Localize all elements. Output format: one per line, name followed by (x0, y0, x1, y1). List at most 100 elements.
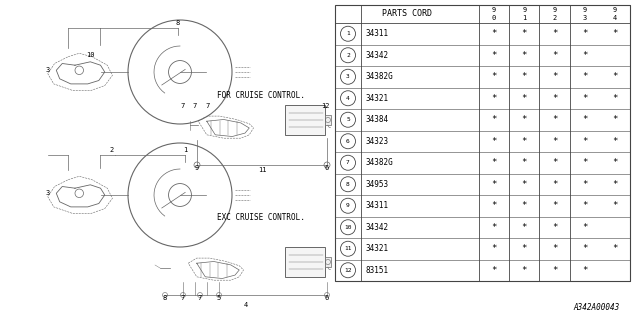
Text: 34311: 34311 (365, 29, 388, 38)
Text: *: * (582, 223, 588, 232)
Text: 1: 1 (183, 147, 187, 153)
Text: *: * (522, 115, 527, 124)
Text: 3: 3 (46, 67, 50, 73)
Text: *: * (492, 266, 497, 275)
Circle shape (198, 292, 202, 298)
Text: *: * (492, 223, 497, 232)
Text: *: * (582, 29, 588, 38)
Text: 6: 6 (346, 139, 350, 144)
Text: *: * (522, 29, 527, 38)
Text: *: * (582, 158, 588, 167)
Circle shape (216, 292, 221, 298)
Text: *: * (612, 201, 618, 210)
Text: *: * (492, 115, 497, 124)
Text: 10: 10 (344, 225, 352, 230)
Bar (285, 105, 325, 135)
Circle shape (340, 198, 355, 213)
Text: 6: 6 (325, 295, 329, 301)
Text: *: * (492, 72, 497, 81)
Text: *: * (552, 223, 557, 232)
Text: 34321: 34321 (365, 94, 388, 103)
Text: 8: 8 (346, 182, 350, 187)
Text: 9: 9 (346, 203, 350, 208)
Text: 4: 4 (244, 302, 248, 308)
Text: *: * (492, 51, 497, 60)
Text: 9: 9 (195, 165, 199, 171)
Text: *: * (552, 137, 557, 146)
Text: 34953: 34953 (365, 180, 388, 189)
Text: EXC CRUISE CONTROL.: EXC CRUISE CONTROL. (217, 213, 305, 222)
Text: *: * (552, 51, 557, 60)
Text: FOR CRUISE CONTROL.: FOR CRUISE CONTROL. (217, 91, 305, 100)
Text: *: * (552, 72, 557, 81)
Text: *: * (582, 115, 588, 124)
Text: *: * (582, 266, 588, 275)
Bar (325, 257, 330, 267)
Text: PARTS CORD: PARTS CORD (382, 10, 432, 19)
Circle shape (163, 292, 168, 298)
Text: *: * (582, 72, 588, 81)
Text: 9
4: 9 4 (612, 7, 617, 20)
Text: 1: 1 (346, 31, 350, 36)
Text: *: * (522, 94, 527, 103)
Text: *: * (582, 180, 588, 189)
Text: *: * (492, 244, 497, 253)
Circle shape (340, 26, 355, 41)
Text: 83151: 83151 (365, 266, 388, 275)
Bar (335, 5, 630, 281)
Text: *: * (552, 29, 557, 38)
Text: *: * (582, 201, 588, 210)
Circle shape (340, 220, 355, 235)
Text: 34342: 34342 (365, 223, 388, 232)
Text: *: * (612, 137, 618, 146)
Text: 34384: 34384 (365, 115, 388, 124)
Circle shape (340, 48, 355, 63)
Text: 7: 7 (198, 295, 202, 301)
Text: *: * (612, 72, 618, 81)
Text: 34321: 34321 (365, 244, 388, 253)
Text: *: * (612, 158, 618, 167)
Text: 8: 8 (176, 20, 180, 26)
Text: 9
1: 9 1 (522, 7, 527, 20)
Circle shape (324, 162, 330, 168)
Text: 3: 3 (46, 190, 50, 196)
Circle shape (340, 263, 355, 278)
Bar (325, 115, 330, 125)
Text: *: * (582, 137, 588, 146)
Text: 5: 5 (217, 295, 221, 301)
Text: *: * (492, 94, 497, 103)
Text: *: * (522, 180, 527, 189)
Circle shape (340, 91, 355, 106)
Text: 34311: 34311 (365, 201, 388, 210)
Text: 12: 12 (344, 268, 352, 273)
Text: 10: 10 (86, 52, 94, 58)
Text: *: * (552, 266, 557, 275)
Text: *: * (492, 137, 497, 146)
Text: *: * (552, 180, 557, 189)
Circle shape (340, 177, 355, 192)
Text: *: * (522, 244, 527, 253)
Text: 11: 11 (344, 246, 352, 251)
Text: 7: 7 (193, 103, 197, 109)
Text: *: * (582, 94, 588, 103)
Circle shape (194, 162, 200, 168)
Circle shape (340, 134, 355, 149)
Text: *: * (522, 201, 527, 210)
Text: 2: 2 (110, 147, 114, 153)
Text: 9
0: 9 0 (492, 7, 496, 20)
Text: 34323: 34323 (365, 137, 388, 146)
Text: 5: 5 (346, 117, 350, 122)
Circle shape (324, 292, 330, 298)
Circle shape (340, 112, 355, 127)
Text: *: * (522, 137, 527, 146)
Circle shape (340, 155, 355, 170)
Text: 4: 4 (346, 96, 350, 101)
Text: *: * (552, 201, 557, 210)
Text: 34342: 34342 (365, 51, 388, 60)
Text: *: * (522, 72, 527, 81)
Text: *: * (522, 51, 527, 60)
Circle shape (340, 241, 355, 256)
Text: *: * (612, 115, 618, 124)
Text: *: * (612, 244, 618, 253)
Text: 34382G: 34382G (365, 72, 393, 81)
